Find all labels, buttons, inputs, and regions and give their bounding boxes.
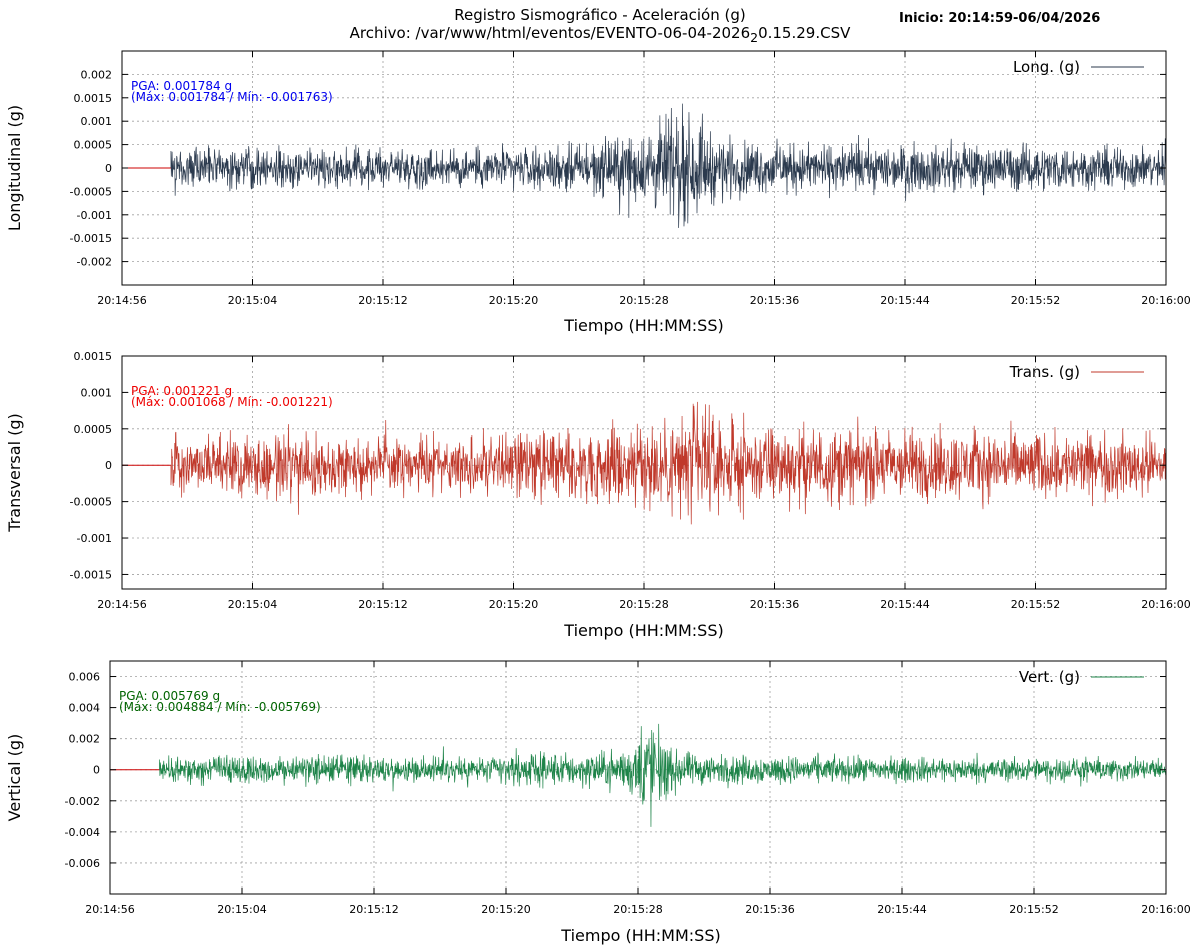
y-tick-label: 0	[105, 162, 112, 175]
title-file-subscript: 2	[750, 30, 759, 45]
signal-trace-longitudinal	[170, 103, 1167, 228]
x-tick-label: 20:14:56	[85, 903, 134, 916]
y-tick-label: -0.001	[77, 209, 112, 222]
pga-annotation: PGA: 0.005769 g	[119, 689, 220, 703]
y-tick-label: 0.0015	[74, 350, 113, 363]
x-tick-label: 20:15:36	[745, 903, 794, 916]
y-axis-label: Vertical (g)	[5, 734, 24, 822]
pga-annotation: PGA: 0.001221 g	[131, 384, 232, 398]
x-tick-label: 20:14:56	[97, 294, 146, 307]
y-tick-label: 0.002	[69, 733, 101, 746]
x-tick-label: 20:15:52	[1009, 903, 1058, 916]
x-tick-label: 20:15:04	[228, 598, 277, 611]
x-tick-label: 20:15:12	[358, 294, 407, 307]
x-tick-label: 20:15:12	[349, 903, 398, 916]
x-tick-label: 20:15:44	[877, 903, 926, 916]
signal-trace-transversal	[170, 401, 1167, 525]
title-line-2: Archivo: /var/www/html/eventos/EVENTO-06…	[0, 24, 1200, 47]
x-tick-label: 20:15:28	[613, 903, 662, 916]
x-tick-label: 20:15:28	[619, 598, 668, 611]
x-tick-label: 20:16:00	[1141, 903, 1190, 916]
chart-title: Registro Sismográfico - Aceleración (g) …	[0, 6, 1200, 47]
y-tick-label: -0.0005	[70, 185, 112, 198]
y-tick-label: 0.0015	[74, 92, 113, 105]
max-min-annotation: (Máx: 0.001068 / Mín: -0.001221)	[131, 395, 333, 409]
x-axis-label: Tiempo (HH:MM:SS)	[560, 926, 720, 945]
legend-label: Vert. (g)	[1019, 668, 1080, 686]
x-tick-label: 20:15:44	[880, 294, 929, 307]
x-tick-label: 20:15:36	[750, 294, 799, 307]
y-tick-label: -0.0015	[70, 568, 112, 581]
panel-vertical: 0.006 0.004 0.002 0 -0.002 -0.004 -0.006 20:14:…	[5, 660, 1191, 945]
y-tick-label: -0.0005	[70, 496, 112, 509]
max-min-annotation: (Máx: 0.001784 / Mín: -0.001763)	[131, 90, 333, 104]
y-tick-label: 0.006	[69, 671, 101, 684]
x-tick-label: 20:15:04	[217, 903, 266, 916]
y-tick-label: 0.002	[81, 68, 113, 81]
y-tick-label: 0.0005	[74, 423, 113, 436]
y-tick-label: 0	[105, 459, 112, 472]
y-axis-label: Longitudinal (g)	[5, 105, 24, 231]
y-tick-label: -0.002	[65, 795, 100, 808]
panel-transversal: 0.0015 0.001 0.0005 0 -0.0005 -0.001 -0.0015 20…	[5, 350, 1191, 640]
start-time-label: Inicio: 20:14:59-06/04/2026	[899, 11, 1101, 26]
title-file-path: Archivo: /var/www/html/eventos/EVENTO-06…	[349, 24, 751, 42]
x-tick-label: 20:14:56	[97, 598, 146, 611]
title-line-1: Registro Sismográfico - Aceleración (g)	[454, 6, 746, 24]
x-tick-label: 20:15:20	[489, 598, 538, 611]
x-tick-label: 20:15:52	[1011, 294, 1060, 307]
y-tick-label: 0.001	[81, 386, 113, 399]
title-file-tail: 0.15.29.CSV	[758, 24, 851, 42]
x-axis-label: Tiempo (HH:MM:SS)	[563, 621, 723, 640]
legend-label: Trans. (g)	[1009, 363, 1080, 381]
x-tick-label: 20:15:44	[880, 598, 929, 611]
x-tick-label: 20:16:00	[1141, 598, 1190, 611]
x-axis-label: Tiempo (HH:MM:SS)	[563, 316, 723, 335]
x-tick-label: 20:15:52	[1011, 598, 1060, 611]
y-tick-label: 0.004	[69, 702, 101, 715]
x-tick-label: 20:16:00	[1141, 294, 1190, 307]
y-tick-label: 0.001	[81, 115, 113, 128]
x-tick-label: 20:15:04	[228, 294, 277, 307]
max-min-annotation: (Máx: 0.004884 / Mín: -0.005769)	[119, 700, 321, 714]
y-axis-label: Transversal (g)	[5, 413, 24, 532]
x-tick-label: 20:15:20	[489, 294, 538, 307]
y-tick-label: -0.004	[65, 826, 100, 839]
y-tick-label: -0.002	[77, 256, 112, 269]
x-tick-label: 20:15:36	[750, 598, 799, 611]
pga-annotation: PGA: 0.001784 g	[131, 79, 232, 93]
panel-longitudinal: 0.002 0.0015 0.001 0.0005 0 -0.0005 -0.001 -0.0…	[5, 50, 1191, 335]
y-tick-label: -0.006	[65, 857, 100, 870]
y-tick-label: 0.0005	[74, 139, 113, 152]
x-tick-label: 20:15:28	[619, 294, 668, 307]
x-tick-label: 20:15:12	[358, 598, 407, 611]
x-tick-label: 20:15:20	[481, 903, 530, 916]
y-tick-label: 0	[93, 764, 100, 777]
y-tick-label: -0.001	[77, 532, 112, 545]
y-tick-label: -0.0015	[70, 232, 112, 245]
legend-label: Long. (g)	[1013, 58, 1080, 76]
signal-trace-vertical	[159, 723, 1167, 827]
